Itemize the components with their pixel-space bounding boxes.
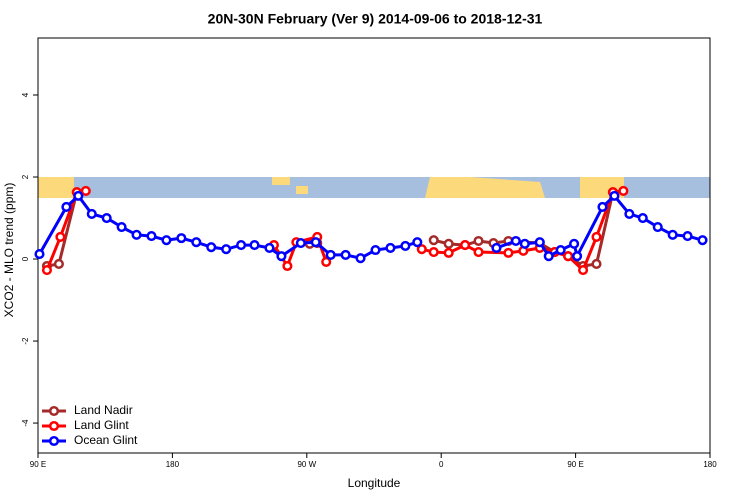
point — [73, 190, 84, 201]
y-tick-label: -2 — [21, 337, 30, 345]
point — [295, 237, 306, 249]
point — [591, 231, 602, 242]
point — [236, 240, 247, 251]
point — [34, 249, 45, 260]
point — [618, 185, 629, 197]
point — [282, 260, 293, 272]
point — [473, 247, 484, 258]
y-tick-label: 0 — [21, 256, 30, 261]
point — [555, 244, 566, 256]
point — [264, 242, 275, 254]
point — [569, 238, 580, 249]
legend-marker — [48, 435, 60, 447]
point — [572, 251, 583, 262]
point — [400, 240, 411, 251]
point — [667, 229, 678, 240]
point — [325, 249, 336, 260]
point — [55, 231, 66, 242]
point — [116, 221, 127, 233]
point — [563, 251, 574, 262]
x-tick-label: 90 E — [567, 460, 583, 469]
point — [416, 244, 427, 255]
point — [697, 235, 708, 246]
y-tick-label: 2 — [21, 174, 30, 179]
legend-label: Land Glint — [74, 418, 129, 432]
point — [176, 233, 187, 244]
point — [510, 235, 521, 247]
y-axis-label: XCO2 - MLO trend (ppm) — [2, 183, 16, 318]
point — [412, 237, 423, 248]
point — [206, 242, 217, 253]
point — [131, 229, 142, 240]
point — [534, 237, 545, 248]
point — [101, 212, 112, 224]
x-tick-label: 90 E — [30, 460, 46, 469]
point — [310, 237, 321, 248]
point — [443, 238, 454, 249]
point — [543, 251, 554, 262]
point — [503, 247, 514, 258]
legend-label: Ocean Glint — [74, 433, 138, 447]
x-tick-label: 90 W — [297, 460, 316, 469]
point — [86, 208, 97, 219]
point — [249, 240, 260, 251]
x-tick-label: 180 — [166, 460, 180, 469]
point — [355, 253, 366, 264]
point — [61, 201, 72, 213]
legend-marker — [48, 405, 60, 417]
point — [443, 247, 454, 258]
point — [146, 231, 157, 242]
point — [428, 235, 439, 246]
point — [80, 185, 91, 197]
point — [491, 242, 502, 254]
y-tick-label: 4 — [21, 92, 30, 97]
point — [276, 251, 287, 262]
point — [682, 231, 693, 242]
legend-marker — [48, 420, 60, 432]
x-axis-label: Longitude — [348, 476, 401, 490]
point — [597, 201, 608, 213]
point — [578, 265, 589, 276]
point — [460, 240, 471, 251]
x-tick-label: 180 — [703, 460, 717, 469]
point — [221, 244, 232, 255]
point — [385, 242, 396, 254]
point — [340, 249, 351, 260]
point — [609, 190, 620, 201]
point — [428, 247, 439, 258]
plot-frame — [37, 37, 711, 454]
point — [652, 221, 663, 233]
legend-label: Land Nadir — [74, 403, 133, 417]
point — [624, 208, 635, 219]
series-line — [45, 189, 624, 273]
point — [321, 256, 332, 267]
point — [637, 212, 648, 224]
map-strip — [38, 177, 710, 198]
point — [41, 265, 53, 276]
point — [370, 244, 381, 256]
point — [591, 258, 602, 270]
point — [519, 238, 530, 249]
point — [53, 258, 64, 270]
y-tick-label: -4 — [21, 419, 30, 427]
chart-title: 20N-30N February (Ver 9) 2014-09-06 to 2… — [208, 11, 543, 27]
point — [473, 235, 484, 247]
point — [161, 235, 172, 246]
x-tick-label: 0 — [439, 460, 444, 469]
point — [191, 237, 202, 248]
